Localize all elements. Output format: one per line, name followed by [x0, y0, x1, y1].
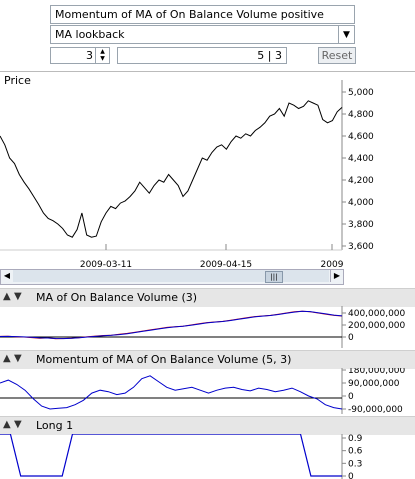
indicator-title-text: Momentum of MA of On Balance Volume posi…	[55, 8, 324, 21]
momentum-y-tick-label: 180,000,000	[348, 368, 406, 376]
obv-chart: 400,000,000 200,000,000 0	[0, 306, 406, 348]
momentum-series-line	[0, 375, 343, 410]
price-y-tick-label: 3,800	[348, 220, 374, 230]
long-chart: 0.9 0.6 0.3 0	[0, 434, 363, 479]
scroll-right-icon[interactable]: ▶	[330, 270, 343, 282]
momentum-panel-title: Momentum of MA of On Balance Volume (5, …	[36, 353, 292, 366]
params-value: 5 | 3	[257, 49, 282, 62]
obv-series-red	[0, 310, 343, 340]
price-x-tick-label: 2009	[321, 260, 344, 270]
price-x-tick-label: 2009-04-15	[200, 260, 252, 270]
long-series-line	[0, 434, 342, 477]
price-y-tick-label: 4,400	[348, 154, 374, 164]
scroll-thumb[interactable]: |||	[265, 271, 283, 283]
price-x-tick-label: 2009-03-11	[80, 260, 132, 270]
price-panel: Price 5,000 4,800 4,600 4,400 4,200 4,000 3,80…	[0, 71, 415, 270]
price-series-line	[0, 100, 343, 238]
long-y-tick-label: 0.6	[348, 447, 363, 457]
price-y-tick-label: 4,600	[348, 132, 374, 142]
momentum-panel-header: ▲ ▼ Momentum of MA of On Balance Volume …	[0, 350, 415, 369]
obv-series-blue	[0, 310, 343, 340]
price-label: Price	[4, 74, 31, 87]
momentum-y-tick-label: -90,000,000	[348, 405, 403, 414]
price-y-tick-label: 4,200	[348, 176, 374, 186]
long-panel-title: Long 1	[36, 419, 74, 432]
lookback-spinner[interactable]: 3 ▲ ▼	[50, 47, 110, 64]
obv-panel-header: ▲ ▼ MA of On Balance Volume (3)	[0, 288, 415, 307]
down-triangle-icon[interactable]: ▼	[14, 291, 22, 302]
up-triangle-icon[interactable]: ▲	[3, 353, 11, 364]
momentum-chart: 180,000,000 90,000,000 0 -90,000,000	[0, 368, 406, 414]
long-y-tick-label: 0	[348, 472, 354, 479]
price-y-tick-label: 3,600	[348, 242, 374, 252]
obv-panel-title: MA of On Balance Volume (3)	[36, 291, 198, 304]
long-y-tick-label: 0.3	[348, 459, 362, 469]
lookback-select-value: MA lookback	[55, 28, 125, 41]
chevron-down-icon[interactable]: ▼	[338, 26, 354, 43]
spinner-value: 3	[86, 49, 93, 62]
spinner-arrows[interactable]: ▲ ▼	[95, 48, 109, 63]
up-triangle-icon[interactable]: ▲	[3, 419, 11, 430]
horizontal-scrollbar[interactable]: ◀ ||| ▶	[0, 269, 344, 285]
lookback-select[interactable]: MA lookback ▼	[50, 25, 355, 44]
indicator-title-field[interactable]: Momentum of MA of On Balance Volume posi…	[50, 5, 355, 24]
down-triangle-icon[interactable]: ▼	[14, 419, 22, 430]
long-y-tick-label: 0.9	[348, 434, 363, 444]
down-triangle-icon[interactable]: ▼	[14, 353, 22, 364]
reset-label: Reset	[321, 49, 353, 62]
params-field[interactable]: 5 | 3	[117, 47, 287, 64]
long-panel-header: ▲ ▼ Long 1	[0, 416, 415, 435]
price-y-tick-label: 5,000	[348, 88, 374, 98]
obv-y-tick-label: 400,000,000	[348, 309, 406, 319]
price-y-tick-label: 4,000	[348, 198, 374, 208]
obv-y-tick-label: 200,000,000	[348, 321, 406, 331]
scroll-track[interactable]: |||	[13, 270, 329, 283]
price-chart: 5,000 4,800 4,600 4,400 4,200 4,000 3,800 3,600…	[0, 80, 374, 270]
price-y-tick-label: 4,800	[348, 110, 374, 120]
momentum-y-tick-label: 90,000,000	[348, 379, 400, 389]
up-triangle-icon[interactable]: ▲	[3, 291, 11, 302]
obv-y-tick-label: 0	[348, 333, 354, 343]
reset-button[interactable]: Reset	[318, 47, 356, 64]
momentum-y-tick-label: 0	[348, 392, 354, 402]
